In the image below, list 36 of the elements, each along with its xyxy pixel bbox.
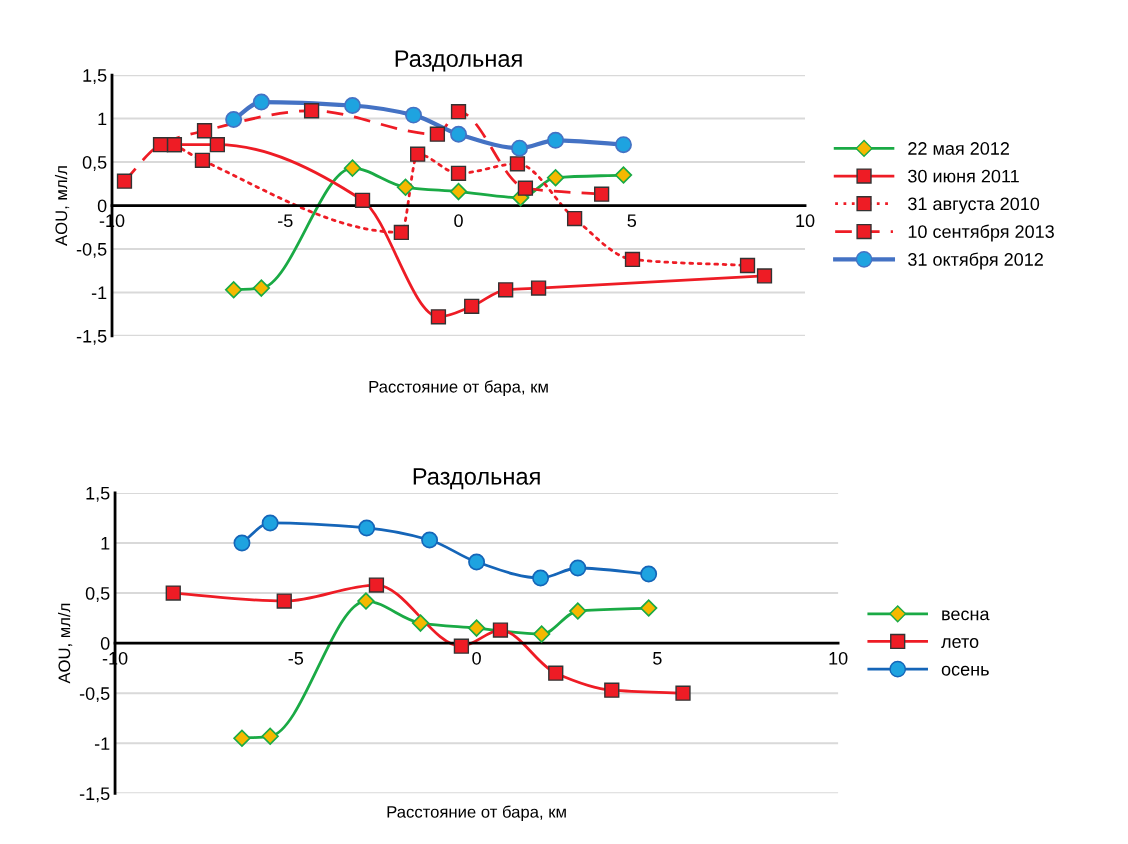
legend-label: лето	[941, 638, 979, 648]
y-tick-label: 1,5	[83, 69, 107, 84]
y-tick-label: 0,5	[82, 155, 107, 171]
legend-label: 31 октября 2012	[908, 252, 1043, 270]
y-tick-label: 1,5	[86, 487, 110, 502]
legend-label: 31 августа 2010	[908, 197, 1040, 214]
y-tick-label: 1	[98, 112, 107, 126]
x-tick-label: 0	[454, 214, 463, 228]
y-tick-label: 1	[101, 537, 110, 550]
x-axis-title: Расстояние от бара, км	[387, 805, 566, 822]
legend-label: 22 мая 2012	[908, 142, 1009, 155]
y-tick-label: 0	[100, 637, 110, 650]
x-tick-label: 10	[796, 214, 815, 228]
legend-label: 10 сентября 2013	[908, 224, 1054, 242]
y-tick-label: -0,5	[76, 242, 107, 258]
x-tick-label: 0	[472, 651, 481, 665]
y-tick-label: -1,5	[79, 787, 110, 803]
y-tick-label: -1	[91, 286, 107, 299]
x-tick-label: 5	[653, 652, 662, 665]
x-tick-label: -5	[278, 214, 293, 228]
y-tick-label: -1	[94, 737, 110, 750]
chart-title: Раздольная	[413, 468, 540, 490]
legend-label: весна	[942, 610, 990, 621]
legend-label: 30 июня 2011	[908, 169, 1019, 183]
y-tick-label: -0,5	[79, 687, 110, 703]
y-axis-title: AOU, мл/л	[57, 603, 73, 684]
y-tick-label: 0	[97, 199, 107, 213]
y-tick-label: -1,5	[76, 330, 107, 345]
chart-title: Раздольная	[395, 50, 522, 72]
x-tick-label: -5	[288, 652, 304, 665]
y-axis-title: AOU, мл/л	[54, 166, 70, 246]
x-tick-label: 5	[627, 214, 637, 228]
legend-label: осень	[941, 665, 989, 676]
y-tick-label: 0,5	[85, 586, 110, 602]
x-axis-title: Расстояние от бара, км	[369, 380, 548, 396]
x-tick-label: 10	[829, 651, 848, 665]
